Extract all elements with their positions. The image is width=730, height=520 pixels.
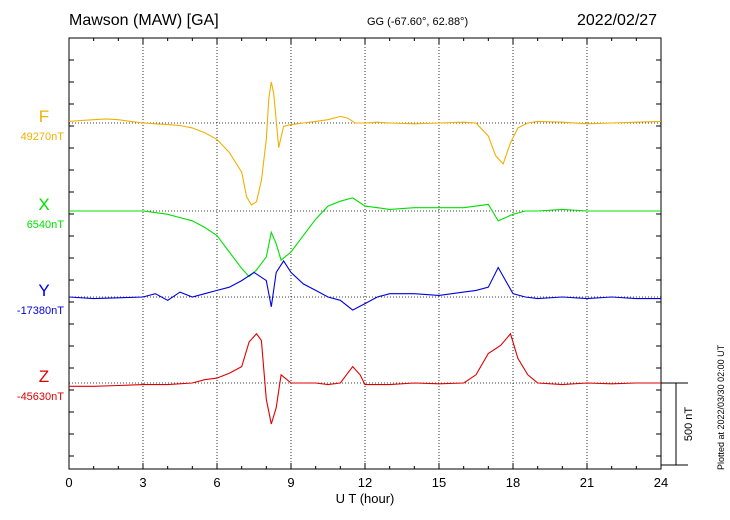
series-baseline-label-x: 6540nT xyxy=(27,219,65,231)
series-baseline-label-z: -45630nT xyxy=(17,391,64,403)
plotted-timestamp: Plotted at 2022/03/30 02:00 UT xyxy=(716,344,726,470)
series-name-x: X xyxy=(38,195,49,214)
x-tick-label: 0 xyxy=(65,475,72,490)
series-name-y: Y xyxy=(38,281,49,300)
series-name-z: Z xyxy=(39,367,49,386)
x-tick-label: 21 xyxy=(580,475,594,490)
x-tick-label: 15 xyxy=(432,475,446,490)
x-tick-label: 9 xyxy=(287,475,294,490)
x-tick-label: 6 xyxy=(213,475,220,490)
x-tick-label: 12 xyxy=(358,475,372,490)
x-tick-label: 3 xyxy=(139,475,146,490)
x-tick-label: 24 xyxy=(654,475,668,490)
series-baseline-label-y: -17380nT xyxy=(17,305,64,317)
geographic-coordinates: GG (-67.60°, 62.88°) xyxy=(367,16,469,28)
chart-date: 2022/02/27 xyxy=(577,12,658,29)
scale-bar-label: 500 nT xyxy=(683,407,695,442)
x-tick-label: 18 xyxy=(506,475,520,490)
series-baseline-label-f: 49270nT xyxy=(21,131,65,143)
series-line-f xyxy=(68,81,662,206)
x-axis-label: U T (hour) xyxy=(336,491,395,506)
series-name-f: F xyxy=(39,107,49,126)
series-line-x xyxy=(69,197,661,278)
series-line-z xyxy=(69,332,661,425)
station-title: Mawson (MAW) [GA] xyxy=(69,12,219,29)
series-line-y xyxy=(68,259,661,311)
